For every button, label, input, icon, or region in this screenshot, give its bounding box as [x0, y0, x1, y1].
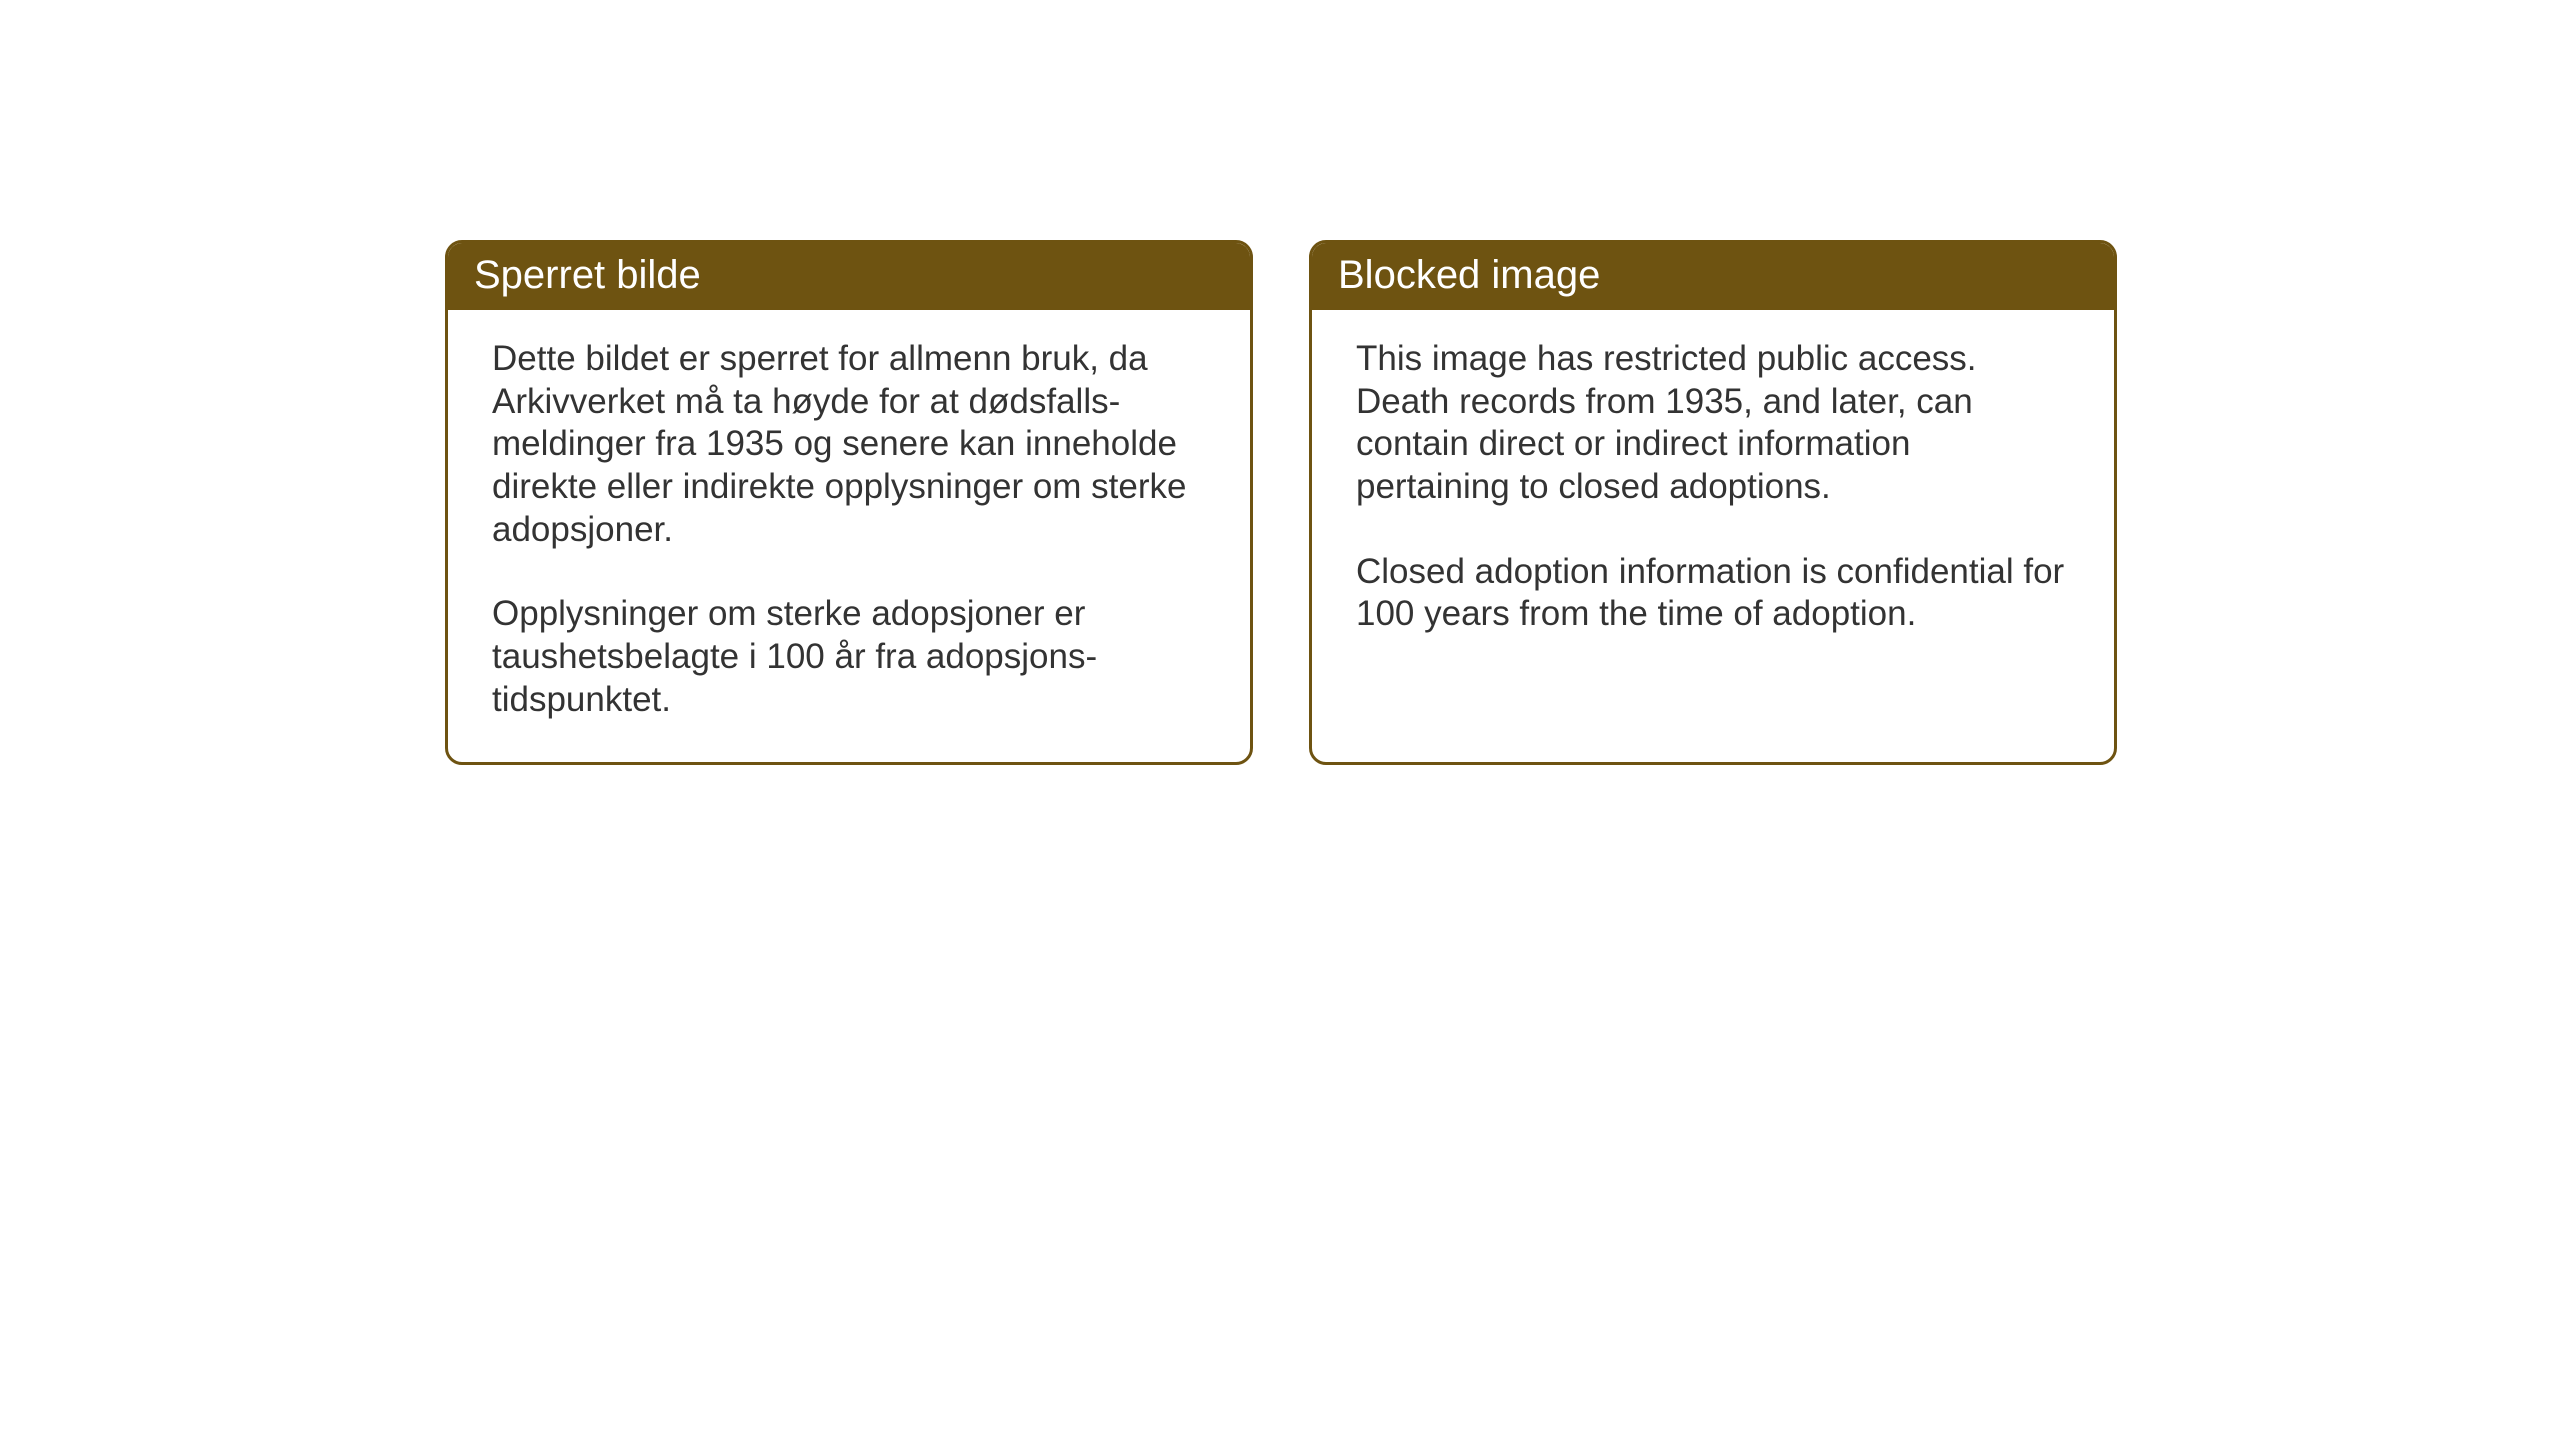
card-paragraph-2-norwegian: Opplysninger om sterke adopsjoner er tau… — [492, 593, 1206, 721]
card-paragraph-1-english: This image has restricted public access.… — [1356, 338, 2070, 509]
card-body-english: This image has restricted public access.… — [1312, 310, 2114, 730]
card-body-norwegian: Dette bildet er sperret for allmenn bruk… — [448, 310, 1250, 762]
blocked-image-card-norwegian: Sperret bilde Dette bildet er sperret fo… — [445, 240, 1253, 765]
card-header-norwegian: Sperret bilde — [448, 243, 1250, 310]
info-cards-container: Sperret bilde Dette bildet er sperret fo… — [445, 240, 2117, 765]
blocked-image-card-english: Blocked image This image has restricted … — [1309, 240, 2117, 765]
card-paragraph-2-english: Closed adoption information is confident… — [1356, 551, 2070, 636]
card-header-english: Blocked image — [1312, 243, 2114, 310]
card-paragraph-1-norwegian: Dette bildet er sperret for allmenn bruk… — [492, 338, 1206, 551]
